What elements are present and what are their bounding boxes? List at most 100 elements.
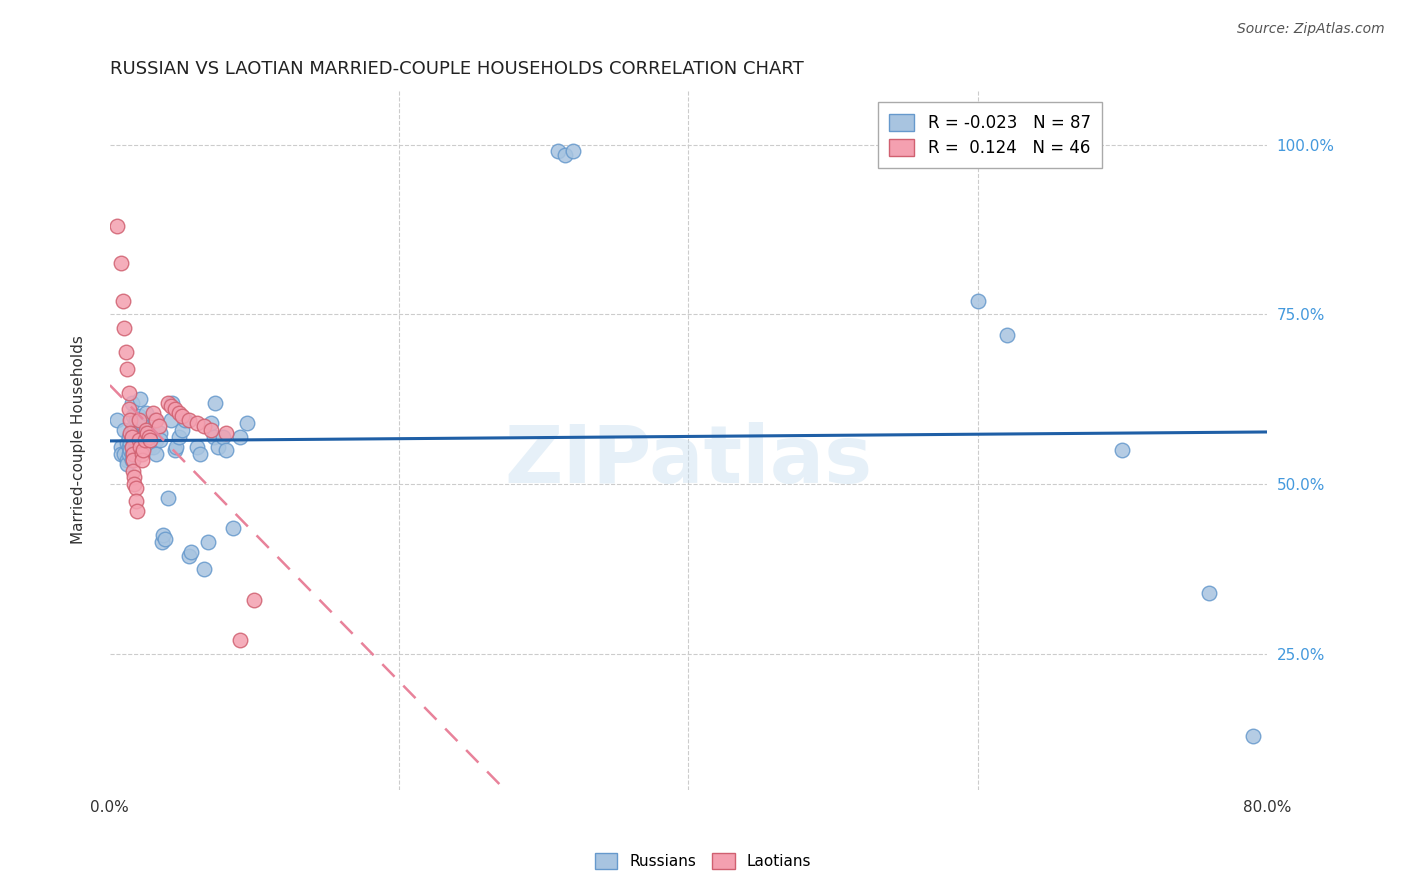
- Point: [127, 440, 149, 454]
- Point: [150, 535, 173, 549]
- Text: ZIPatlas: ZIPatlas: [505, 422, 873, 500]
- Point: [110, 256, 132, 270]
- Point: [121, 395, 143, 409]
- Point: [139, 426, 162, 441]
- Text: RUSSIAN VS LAOTIAN MARRIED-COUPLE HOUSEHOLDS CORRELATION CHART: RUSSIAN VS LAOTIAN MARRIED-COUPLE HOUSEH…: [110, 60, 804, 78]
- Point: [243, 592, 266, 607]
- Point: [174, 412, 197, 426]
- Point: [125, 481, 148, 495]
- Point: [236, 416, 259, 430]
- Y-axis label: Married-couple Households: Married-couple Households: [72, 335, 86, 544]
- Point: [169, 430, 191, 444]
- Text: Source: ZipAtlas.com: Source: ZipAtlas.com: [1237, 22, 1385, 37]
- Point: [115, 457, 138, 471]
- Point: [149, 426, 172, 441]
- Point: [159, 412, 181, 426]
- Point: [135, 406, 157, 420]
- Point: [165, 440, 187, 454]
- Point: [128, 409, 150, 424]
- Point: [118, 430, 141, 444]
- Point: [1241, 729, 1264, 743]
- Point: [966, 293, 988, 308]
- Point: [138, 433, 160, 447]
- Point: [110, 447, 132, 461]
- Point: [214, 443, 236, 458]
- Point: [125, 436, 148, 450]
- Point: [118, 440, 141, 454]
- Point: [124, 419, 146, 434]
- Point: [128, 433, 150, 447]
- Point: [111, 293, 134, 308]
- Point: [125, 494, 148, 508]
- Point: [124, 433, 146, 447]
- Point: [122, 447, 145, 461]
- Point: [561, 145, 583, 159]
- Point: [229, 430, 252, 444]
- Point: [148, 419, 170, 434]
- Point: [131, 447, 153, 461]
- Point: [995, 327, 1018, 342]
- Point: [129, 392, 152, 407]
- Point: [122, 453, 145, 467]
- Point: [115, 436, 138, 450]
- Point: [136, 426, 159, 441]
- Point: [121, 430, 143, 444]
- Point: [180, 545, 202, 559]
- Point: [138, 440, 160, 454]
- Point: [202, 430, 225, 444]
- Point: [193, 419, 215, 434]
- Point: [132, 412, 155, 426]
- Point: [169, 406, 191, 420]
- Point: [131, 416, 153, 430]
- Point: [135, 423, 157, 437]
- Point: [200, 416, 222, 430]
- Point: [115, 361, 138, 376]
- Point: [131, 453, 153, 467]
- Point: [145, 433, 167, 447]
- Point: [188, 447, 211, 461]
- Point: [124, 443, 146, 458]
- Point: [193, 562, 215, 576]
- Point: [222, 521, 245, 535]
- Point: [120, 412, 142, 426]
- Point: [128, 419, 150, 434]
- Point: [128, 430, 150, 444]
- Point: [142, 440, 165, 454]
- Point: [156, 491, 179, 505]
- Point: [121, 430, 143, 444]
- Point: [159, 399, 181, 413]
- Point: [120, 436, 142, 450]
- Point: [121, 453, 143, 467]
- Point: [121, 447, 143, 461]
- Point: [156, 395, 179, 409]
- Point: [152, 528, 174, 542]
- Point: [112, 321, 135, 335]
- Point: [105, 219, 128, 233]
- Point: [1111, 443, 1133, 458]
- Point: [112, 447, 135, 461]
- Point: [134, 426, 156, 441]
- Point: [207, 440, 229, 454]
- Point: [1198, 586, 1220, 600]
- Point: [172, 409, 194, 424]
- Point: [149, 433, 172, 447]
- Point: [121, 423, 143, 437]
- Point: [547, 145, 569, 159]
- Point: [115, 453, 138, 467]
- Point: [120, 426, 142, 441]
- Point: [125, 412, 148, 426]
- Point: [139, 433, 162, 447]
- Point: [142, 426, 165, 441]
- Point: [122, 426, 145, 441]
- Point: [214, 426, 236, 441]
- Point: [132, 443, 155, 458]
- Point: [105, 412, 128, 426]
- Point: [229, 633, 252, 648]
- Point: [145, 412, 167, 426]
- Point: [554, 148, 576, 162]
- Point: [112, 423, 135, 437]
- Point: [200, 423, 222, 437]
- Point: [122, 440, 145, 454]
- Point: [153, 532, 176, 546]
- Point: [145, 447, 167, 461]
